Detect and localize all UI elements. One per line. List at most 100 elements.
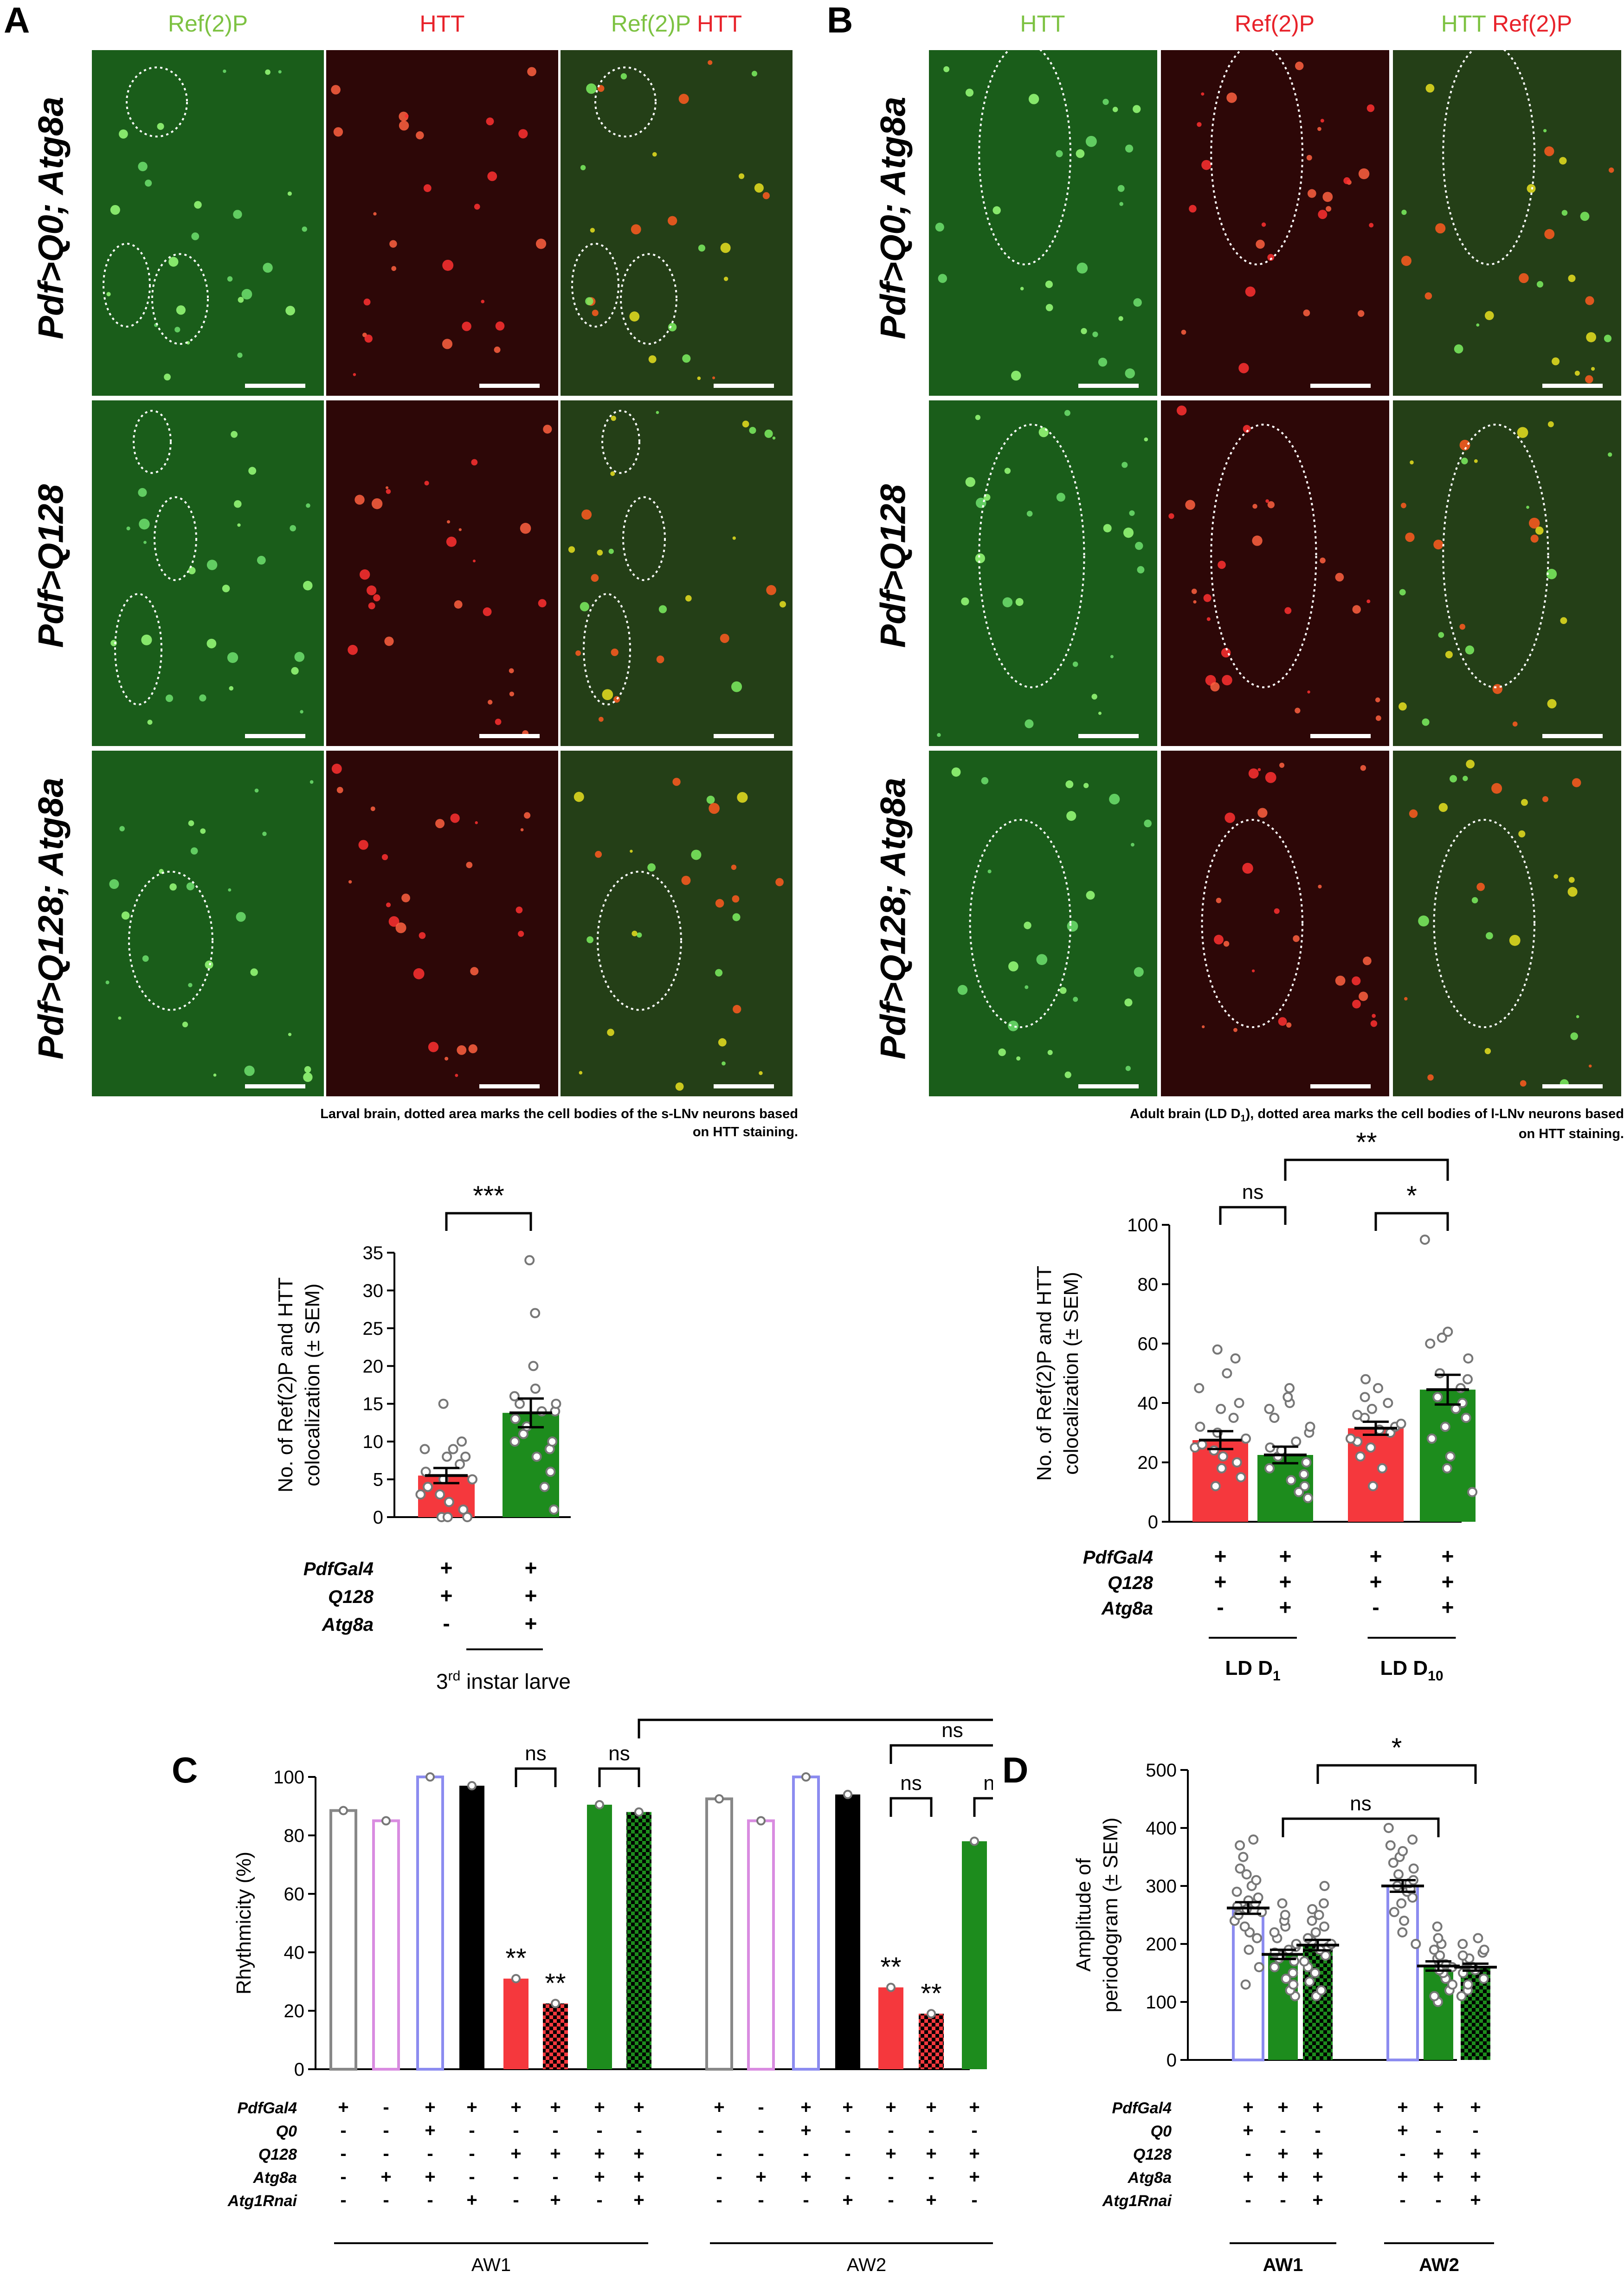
puncta bbox=[1251, 969, 1255, 972]
puncta bbox=[1399, 589, 1406, 596]
puncta bbox=[1335, 975, 1346, 986]
genotype-value: - bbox=[1435, 2120, 1441, 2141]
puncta bbox=[1520, 1080, 1527, 1087]
puncta bbox=[1121, 462, 1128, 468]
y-tick-label: 0 bbox=[294, 2059, 304, 2080]
genotype-value: + bbox=[466, 2190, 477, 2210]
data-point bbox=[1432, 1921, 1443, 1932]
data-point bbox=[1244, 1944, 1254, 1955]
panel-d-label: D bbox=[1002, 1750, 1029, 1790]
data-point bbox=[1467, 1487, 1478, 1497]
data-point bbox=[419, 1444, 430, 1454]
puncta bbox=[1357, 310, 1365, 317]
data-point bbox=[1218, 1451, 1228, 1462]
puncta bbox=[1073, 997, 1078, 1002]
puncta bbox=[629, 311, 640, 322]
puncta bbox=[302, 226, 307, 232]
puncta bbox=[1144, 819, 1152, 828]
puncta bbox=[656, 411, 659, 414]
data-point bbox=[1209, 1445, 1219, 1456]
puncta bbox=[1320, 119, 1324, 123]
puncta bbox=[1553, 874, 1559, 879]
micrograph-shade bbox=[92, 751, 324, 1096]
significance-bracket bbox=[1282, 1817, 1440, 1837]
dotted-cell-outline bbox=[1433, 819, 1536, 1028]
dotted-cell-outline bbox=[1210, 424, 1317, 689]
genotype-value: - bbox=[758, 2120, 764, 2141]
y-tick-label: 20 bbox=[284, 2001, 305, 2021]
puncta bbox=[145, 180, 152, 187]
genotype-value: + bbox=[1312, 2190, 1323, 2210]
micrograph-background bbox=[1393, 50, 1621, 396]
column-header: HTT bbox=[326, 10, 558, 37]
genotype-value: - bbox=[971, 2120, 977, 2141]
puncta bbox=[1214, 934, 1224, 945]
puncta bbox=[1359, 991, 1368, 1001]
puncta bbox=[1252, 535, 1263, 546]
puncta bbox=[1072, 661, 1078, 667]
genotype-value: + bbox=[466, 2097, 477, 2117]
data-point bbox=[1377, 1463, 1387, 1474]
data-point bbox=[1463, 1374, 1473, 1384]
bar bbox=[329, 1809, 357, 2071]
puncta bbox=[1424, 292, 1432, 300]
puncta bbox=[1474, 459, 1478, 463]
puncta bbox=[656, 655, 664, 663]
puncta bbox=[1252, 504, 1257, 509]
dotted-cell-outline bbox=[601, 410, 640, 474]
data-point bbox=[1314, 1910, 1324, 1920]
puncta bbox=[1278, 1017, 1287, 1026]
data-point bbox=[970, 1836, 979, 1846]
genotype-value: + bbox=[842, 2097, 853, 2117]
puncta bbox=[575, 650, 581, 656]
puncta bbox=[447, 520, 451, 524]
puncta bbox=[1002, 597, 1013, 607]
micrograph-tile bbox=[561, 751, 793, 1096]
genotype-value: + bbox=[440, 1556, 453, 1580]
column-header-text: Ref(2)P bbox=[1486, 11, 1572, 37]
micrograph-shade bbox=[326, 751, 558, 1096]
genotype-value: + bbox=[1214, 1544, 1227, 1568]
genotype-value: - bbox=[1372, 1595, 1379, 1619]
puncta bbox=[595, 851, 602, 858]
puncta bbox=[309, 780, 314, 784]
puncta bbox=[486, 117, 494, 126]
data-point bbox=[1239, 1921, 1250, 1932]
genotype-name: Atg8a bbox=[1101, 1598, 1153, 1619]
genotype-value: - bbox=[427, 2143, 433, 2164]
bar bbox=[459, 1785, 484, 2069]
data-point bbox=[1235, 1863, 1245, 1874]
data-point bbox=[1425, 1338, 1436, 1349]
y-tick-label: 80 bbox=[284, 1826, 305, 1846]
panel-b-label: B bbox=[827, 0, 853, 40]
puncta bbox=[620, 73, 627, 80]
data-point bbox=[1345, 1433, 1356, 1444]
genotype-value: + bbox=[1397, 2120, 1408, 2141]
genotype-value: + bbox=[1433, 2143, 1444, 2164]
genotype-value: + bbox=[1312, 2143, 1323, 2164]
genotype-value: + bbox=[633, 2167, 644, 2187]
puncta bbox=[188, 983, 193, 987]
genotype-value: + bbox=[594, 2167, 605, 2187]
data-point bbox=[1443, 1326, 1453, 1337]
significance-label: ns bbox=[1350, 1792, 1371, 1815]
caption-line-1a: Adult brain (LD D bbox=[1130, 1107, 1241, 1121]
puncta bbox=[1223, 940, 1230, 947]
genotype-value: + bbox=[1279, 1570, 1292, 1594]
puncta bbox=[1206, 617, 1211, 621]
significance-label: *** bbox=[473, 1181, 504, 1211]
puncta bbox=[228, 888, 232, 892]
puncta bbox=[751, 71, 757, 77]
puncta bbox=[291, 667, 299, 675]
puncta bbox=[119, 129, 128, 139]
data-point bbox=[1212, 1344, 1223, 1355]
column-header: Ref(2)P HTT bbox=[561, 10, 793, 37]
scale-bar bbox=[245, 1084, 305, 1088]
data-point bbox=[1222, 1368, 1232, 1378]
panel-b-caption: Adult brain (LD D1), dotted area marks t… bbox=[882, 1105, 1624, 1143]
puncta bbox=[1224, 812, 1235, 823]
data-point bbox=[545, 1467, 556, 1477]
significance-bracket bbox=[973, 1797, 993, 1817]
genotype-name: Q0 bbox=[1151, 2123, 1172, 2140]
data-point bbox=[425, 1772, 435, 1782]
